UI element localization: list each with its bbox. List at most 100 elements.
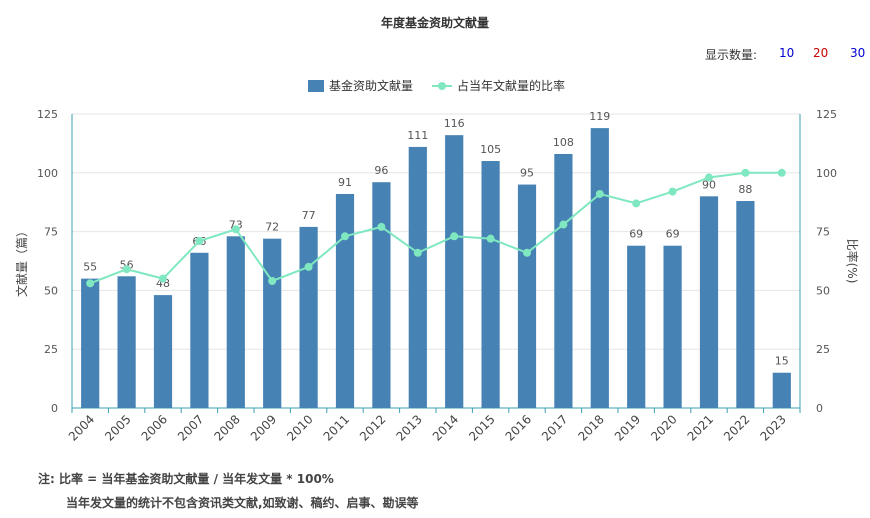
display-count-10[interactable]: 10 [779, 46, 795, 60]
bar [627, 245, 646, 408]
legend-bar-swatch [308, 80, 324, 92]
bar-value-label: 116 [444, 117, 465, 130]
y2-tick-label: 25 [816, 343, 830, 356]
x-tick-label: 2011 [321, 412, 352, 443]
ratio-point [377, 222, 386, 231]
bar [299, 226, 318, 408]
y-tick-label: 125 [37, 108, 58, 121]
ratio-point [777, 168, 786, 177]
y2-tick-label: 0 [816, 402, 823, 415]
ratio-point [741, 168, 750, 177]
x-tick-label: 2006 [139, 412, 170, 443]
legend-line-label: 占当年文献量的比率 [457, 78, 565, 93]
y-tick-label: 50 [44, 284, 58, 297]
ratio-point [122, 265, 131, 274]
y-tick-label: 25 [44, 343, 58, 356]
ratio-point [705, 173, 713, 182]
bar [699, 196, 719, 408]
bar [736, 201, 755, 408]
ratio-point [486, 234, 495, 243]
ratio-point [668, 187, 677, 196]
y-axis-title: 文献量（篇） [14, 225, 29, 297]
bar [335, 193, 355, 408]
bar-value-label: 111 [407, 129, 428, 142]
bar [554, 153, 573, 408]
bar [517, 184, 537, 408]
ratio-line [89, 171, 782, 285]
ratio-point [559, 220, 568, 229]
legend-bar-label: 基金资助文献量 [329, 78, 413, 93]
x-tick-label: 2020 [648, 412, 679, 443]
ratio-point [304, 262, 313, 271]
x-tick-label: 2015 [466, 412, 497, 443]
y2-axis-title: 比率(%) [845, 239, 860, 284]
x-tick-label: 2016 [503, 412, 534, 443]
display-count-label: 显示数量: [705, 48, 758, 62]
bar-value-label: 55 [83, 261, 97, 274]
legend-line-marker [438, 82, 446, 90]
y-tick-label: 75 [44, 226, 58, 239]
x-tick-label: 2012 [357, 412, 388, 443]
bar [190, 252, 209, 408]
ratio-point [413, 248, 422, 257]
bar-value-label: 119 [589, 110, 610, 123]
ratio-point [341, 232, 349, 241]
note-exclusion: 当年发文量的统计不包含资讯类文献,如致谢、稿约、启事、勘误等 [66, 496, 419, 510]
bar [445, 135, 464, 408]
bar-value-label: 108 [553, 136, 574, 149]
x-tick-label: 2018 [575, 412, 606, 443]
bar [117, 276, 136, 408]
bar-value-label: 105 [480, 143, 501, 156]
ratio-point [632, 199, 641, 208]
y2-tick-label: 100 [816, 167, 837, 180]
y-tick-label: 100 [37, 167, 58, 180]
bar [263, 238, 282, 408]
bar [663, 245, 682, 408]
y2-tick-label: 75 [816, 226, 830, 239]
x-tick-label: 2013 [393, 412, 424, 443]
note-formula: 注: 比率 = 当年基金资助文献量 / 当年发文量 * 100% [38, 472, 334, 486]
bar-value-label: 91 [338, 176, 352, 189]
x-tick-label: 2009 [248, 412, 279, 443]
bar-value-label: 15 [775, 355, 789, 368]
x-tick-label: 2019 [612, 412, 643, 443]
chart-title: 年度基金资助文献量 [381, 15, 489, 30]
bar [481, 161, 500, 408]
ratio-point [595, 189, 604, 198]
bar-value-label: 90 [702, 178, 716, 191]
bar-value-label: 96 [374, 164, 388, 177]
bar-value-label: 69 [629, 228, 643, 241]
bar [153, 295, 173, 408]
x-tick-label: 2005 [102, 412, 133, 443]
bar [590, 128, 609, 408]
bar [408, 146, 427, 409]
x-tick-label: 2022 [721, 412, 752, 443]
bar-value-label: 77 [302, 209, 316, 222]
bar [372, 182, 391, 408]
ratio-point [450, 232, 459, 241]
ratio-point [86, 279, 95, 288]
ratio-point [523, 248, 531, 257]
x-tick-label: 2004 [66, 412, 97, 443]
bar [772, 372, 791, 408]
bar [81, 278, 100, 408]
y2-tick-label: 50 [816, 284, 830, 297]
x-tick-label: 2008 [211, 412, 242, 443]
ratio-point [268, 276, 277, 285]
display-count-30[interactable]: 30 [850, 46, 866, 60]
x-tick-label: 2007 [175, 412, 206, 443]
bar-value-label: 88 [738, 183, 752, 196]
x-tick-label: 2014 [430, 412, 461, 443]
bar-value-label: 72 [265, 221, 279, 234]
x-tick-label: 2010 [284, 412, 315, 443]
bar-value-label: 69 [666, 228, 680, 241]
x-tick-label: 2021 [685, 412, 716, 443]
bar-value-label: 95 [520, 167, 534, 180]
x-tick-label: 2017 [539, 412, 570, 443]
y2-tick-label: 125 [816, 108, 837, 121]
display-count-20[interactable]: 20 [813, 46, 829, 60]
x-tick-label: 2023 [757, 412, 788, 443]
ratio-point [231, 225, 240, 234]
bar [226, 236, 245, 408]
